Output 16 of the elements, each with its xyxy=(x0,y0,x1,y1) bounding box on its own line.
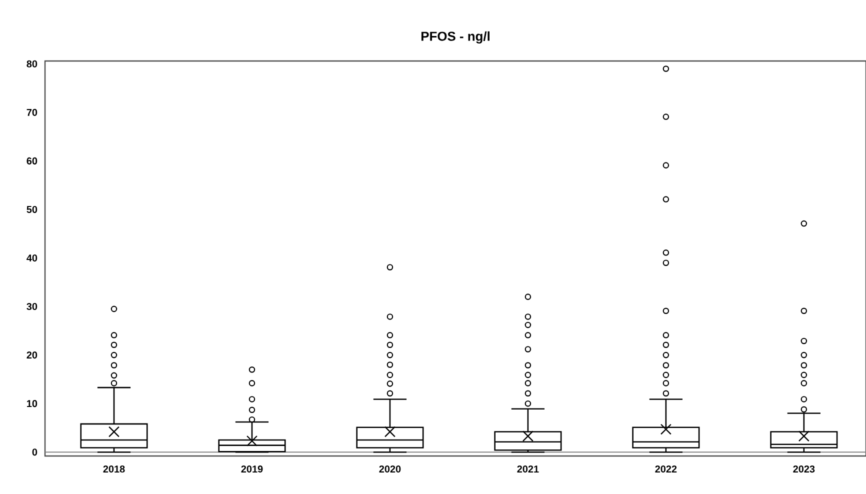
x-tick-label: 2023 xyxy=(793,466,815,473)
y-tick-label: 10 xyxy=(27,400,38,408)
x-tick-label: 2021 xyxy=(517,466,539,473)
y-tick-label: 50 xyxy=(26,206,38,213)
chart-title: PFOS - ng/l xyxy=(421,31,490,44)
y-tick-label: 40 xyxy=(26,254,38,262)
y-tick-label: 60 xyxy=(26,157,38,164)
y-tick-label: 20 xyxy=(26,352,38,359)
x-tick-label: 2019 xyxy=(241,466,263,473)
y-tick-label: 30 xyxy=(26,302,38,310)
x-tick-label: 2022 xyxy=(655,466,677,473)
y-tick-label: 80 xyxy=(26,60,38,68)
y-tick-label: 0 xyxy=(32,448,38,456)
y-tick-label: 70 xyxy=(26,108,38,116)
x-tick-label: 2018 xyxy=(103,466,125,473)
x-tick-label: 2020 xyxy=(379,466,401,473)
